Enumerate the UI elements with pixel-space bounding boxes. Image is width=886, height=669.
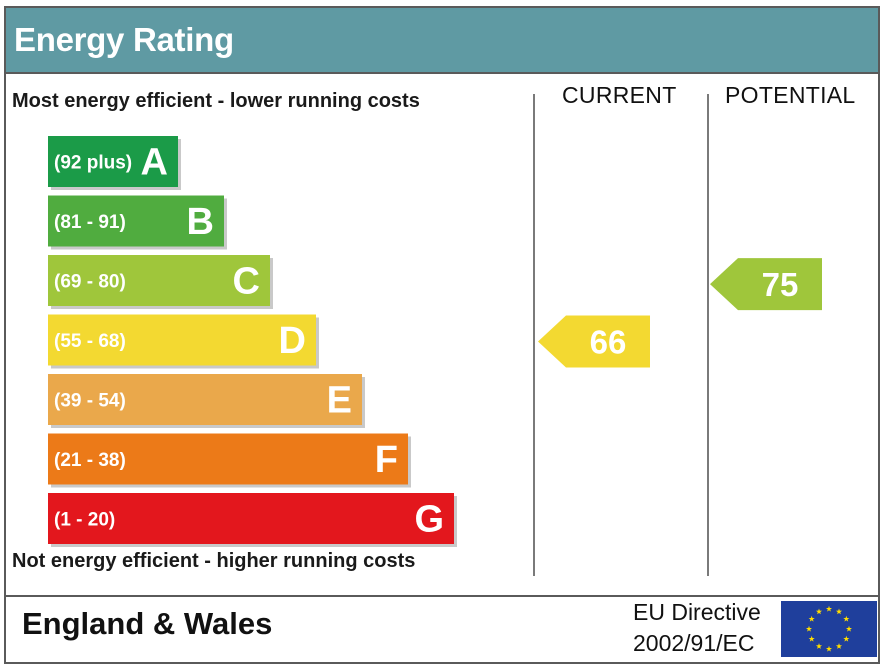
- eu-flag-star-icon: [815, 608, 823, 615]
- potential-column-divider: [707, 94, 709, 576]
- header-bar: Energy Rating: [6, 8, 878, 74]
- page-title: Energy Rating: [14, 21, 234, 58]
- eu-directive-number: 2002/91/EC: [633, 630, 755, 656]
- current-rating-arrow: [538, 315, 650, 368]
- current-column-header: CURRENT: [562, 82, 677, 108]
- footer-divider: [6, 595, 878, 597]
- eu-flag-star-icon: [843, 635, 850, 642]
- eu-flag-star-icon: [805, 625, 813, 632]
- eu-flag-star-icon: [815, 643, 823, 649]
- eu-flag-star-icon: [843, 615, 850, 622]
- eu-flag-icon: [781, 601, 877, 657]
- eu-directive-label: EU Directive: [633, 599, 761, 625]
- eu-flag-star-icon: [825, 605, 833, 612]
- band-letter-f: F: [375, 439, 398, 481]
- band-range-label-d: (55 - 68): [54, 331, 126, 352]
- eu-flag-star-icon: [808, 635, 815, 642]
- potential-column-header: POTENTIAL: [725, 82, 856, 108]
- eu-flag-star-icon: [835, 643, 843, 649]
- most-efficient-caption: Most energy efficient - lower running co…: [12, 90, 420, 112]
- potential-rating-value: 75: [762, 266, 799, 303]
- band-bar-c: [48, 255, 270, 306]
- band-bar-a: [48, 136, 178, 187]
- band-range-label-f: (21 - 38): [54, 450, 126, 471]
- band-range-label-c: (69 - 80): [54, 272, 126, 293]
- eu-flag-star-icon: [835, 608, 843, 615]
- band-bar-f: [48, 433, 408, 485]
- least-efficient-caption: Not energy efficient - higher running co…: [12, 550, 416, 572]
- eu-flag-star-icon: [808, 615, 815, 622]
- band-bar-e: [48, 374, 362, 425]
- band-letter-d: D: [279, 320, 306, 362]
- band-bar-d: [48, 314, 316, 366]
- band-letter-c: C: [233, 261, 260, 303]
- band-range-label-a: (92 plus): [54, 153, 132, 174]
- band-bar-g: [48, 493, 454, 544]
- band-range-label-e: (39 - 54): [54, 391, 126, 412]
- eu-flag-star-icon: [825, 645, 833, 652]
- footer-region-label: England & Wales: [22, 606, 273, 641]
- certificate-border: [4, 6, 880, 664]
- current-rating-value: 66: [590, 324, 627, 361]
- band-bar-b: [48, 195, 224, 247]
- eu-flag-star-icon: [845, 625, 853, 632]
- band-letter-b: B: [187, 201, 214, 243]
- band-letter-e: E: [327, 380, 352, 422]
- band-letter-g: G: [414, 499, 444, 541]
- band-letter-a: A: [141, 142, 168, 184]
- current-column-divider: [533, 94, 535, 576]
- band-range-label-g: (1 - 20): [54, 510, 115, 531]
- potential-rating-arrow: [710, 258, 822, 311]
- band-range-label-b: (81 - 91): [54, 212, 126, 233]
